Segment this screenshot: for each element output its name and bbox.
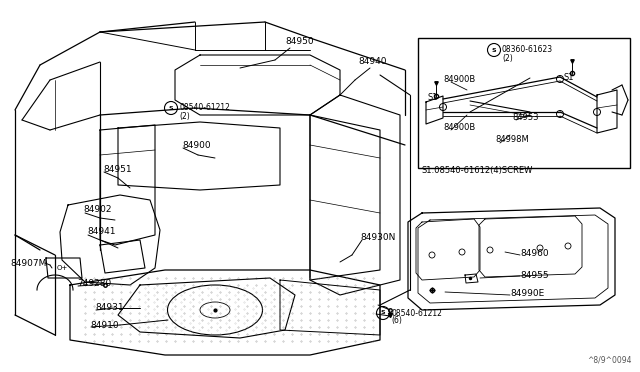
Text: S: S [492, 48, 496, 52]
Text: 84931: 84931 [95, 304, 124, 312]
Text: 749280: 749280 [77, 279, 111, 288]
Text: 84941: 84941 [87, 228, 115, 237]
Text: 84951: 84951 [103, 164, 132, 173]
Text: 84998M: 84998M [495, 135, 529, 144]
Text: 84940: 84940 [358, 58, 387, 67]
Text: (2): (2) [502, 54, 513, 62]
Text: 84902: 84902 [83, 205, 111, 215]
Text: S: S [381, 311, 385, 315]
Text: S1:08540-61612(4)SCREW: S1:08540-61612(4)SCREW [422, 166, 533, 174]
Text: 84955: 84955 [520, 270, 548, 279]
Text: 84907M: 84907M [10, 259, 46, 267]
Text: 84930N: 84930N [360, 232, 396, 241]
Text: 84960: 84960 [520, 250, 548, 259]
Text: 84953: 84953 [512, 113, 538, 122]
Text: S: S [169, 106, 173, 110]
Text: 84950: 84950 [285, 38, 314, 46]
Bar [418, 38, 630, 168]
Text: O+: O+ [56, 265, 68, 271]
Text: S1: S1 [564, 74, 575, 83]
Text: 84900B: 84900B [443, 122, 476, 131]
Text: S1: S1 [428, 93, 438, 102]
Text: 84900: 84900 [182, 141, 211, 150]
Text: 84990E: 84990E [510, 289, 544, 298]
Text: (2): (2) [179, 112, 189, 121]
Text: 08540-61212: 08540-61212 [391, 308, 442, 317]
Text: ^8/9^0094: ^8/9^0094 [587, 356, 632, 365]
Text: (6): (6) [391, 317, 402, 326]
Text: 08360-61623: 08360-61623 [502, 45, 553, 55]
Text: 84900B: 84900B [443, 74, 476, 83]
Text: 08540-61212: 08540-61212 [179, 103, 230, 112]
Text: 84910: 84910 [90, 321, 118, 330]
